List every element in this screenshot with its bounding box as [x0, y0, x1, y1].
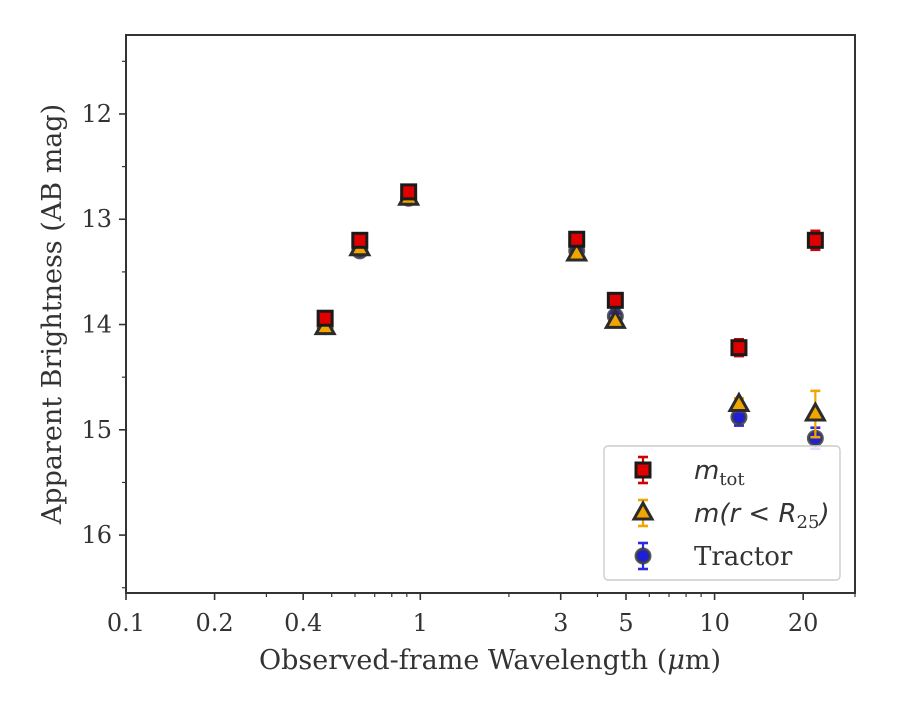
series-total	[316, 183, 824, 358]
legend-marker	[634, 461, 652, 479]
legend-entry-aperture: m(r < R25)	[631, 498, 830, 533]
plot-frame	[125, 34, 856, 594]
y-tick-label: 14	[81, 311, 112, 339]
y-tick-label: 16	[81, 521, 112, 549]
legend-entry-total: mtot	[634, 455, 745, 490]
x-tick-label: 0.1	[107, 609, 145, 637]
legend-entry-tractor: Tractor	[634, 541, 793, 572]
y-tick-label: 12	[81, 100, 112, 128]
x-tick-label: 1	[413, 609, 428, 637]
legend-label: m(r < R25)	[694, 499, 830, 533]
total-point	[606, 291, 624, 309]
aperture-point	[803, 400, 827, 422]
aperture-point	[565, 240, 589, 262]
y-tick-label: 15	[81, 416, 112, 444]
aperture-point	[727, 391, 751, 413]
x-axis-label: Observed-frame Wavelength (μm)	[259, 645, 721, 676]
tractor-point	[730, 408, 748, 426]
legend: mtot m(r < R25) Tractor	[603, 445, 841, 581]
x-tick-label: 20	[788, 609, 819, 637]
total-point	[351, 231, 369, 249]
y-axis-label: Apparent Brightness (AB mag)	[37, 104, 68, 525]
legend-box	[603, 445, 841, 581]
total-point	[730, 339, 748, 357]
total-point	[400, 183, 418, 201]
x-tick-label: 10	[699, 609, 730, 637]
x-tick-label: 0.4	[284, 609, 322, 637]
x-tick-label: 3	[553, 609, 568, 637]
x-tick-label: 0.2	[196, 609, 234, 637]
legend-marker	[634, 547, 652, 565]
legend-marker	[631, 499, 655, 521]
plot-area	[313, 183, 827, 451]
aperture-point	[603, 308, 627, 329]
legend-label: Tractor	[694, 542, 793, 572]
total-point	[806, 231, 824, 249]
x-tick-label: 5	[618, 609, 633, 637]
total-point	[568, 230, 586, 248]
total-point	[316, 309, 334, 327]
legend-label: mtot	[694, 456, 745, 490]
y-tick-label: 13	[81, 205, 112, 233]
